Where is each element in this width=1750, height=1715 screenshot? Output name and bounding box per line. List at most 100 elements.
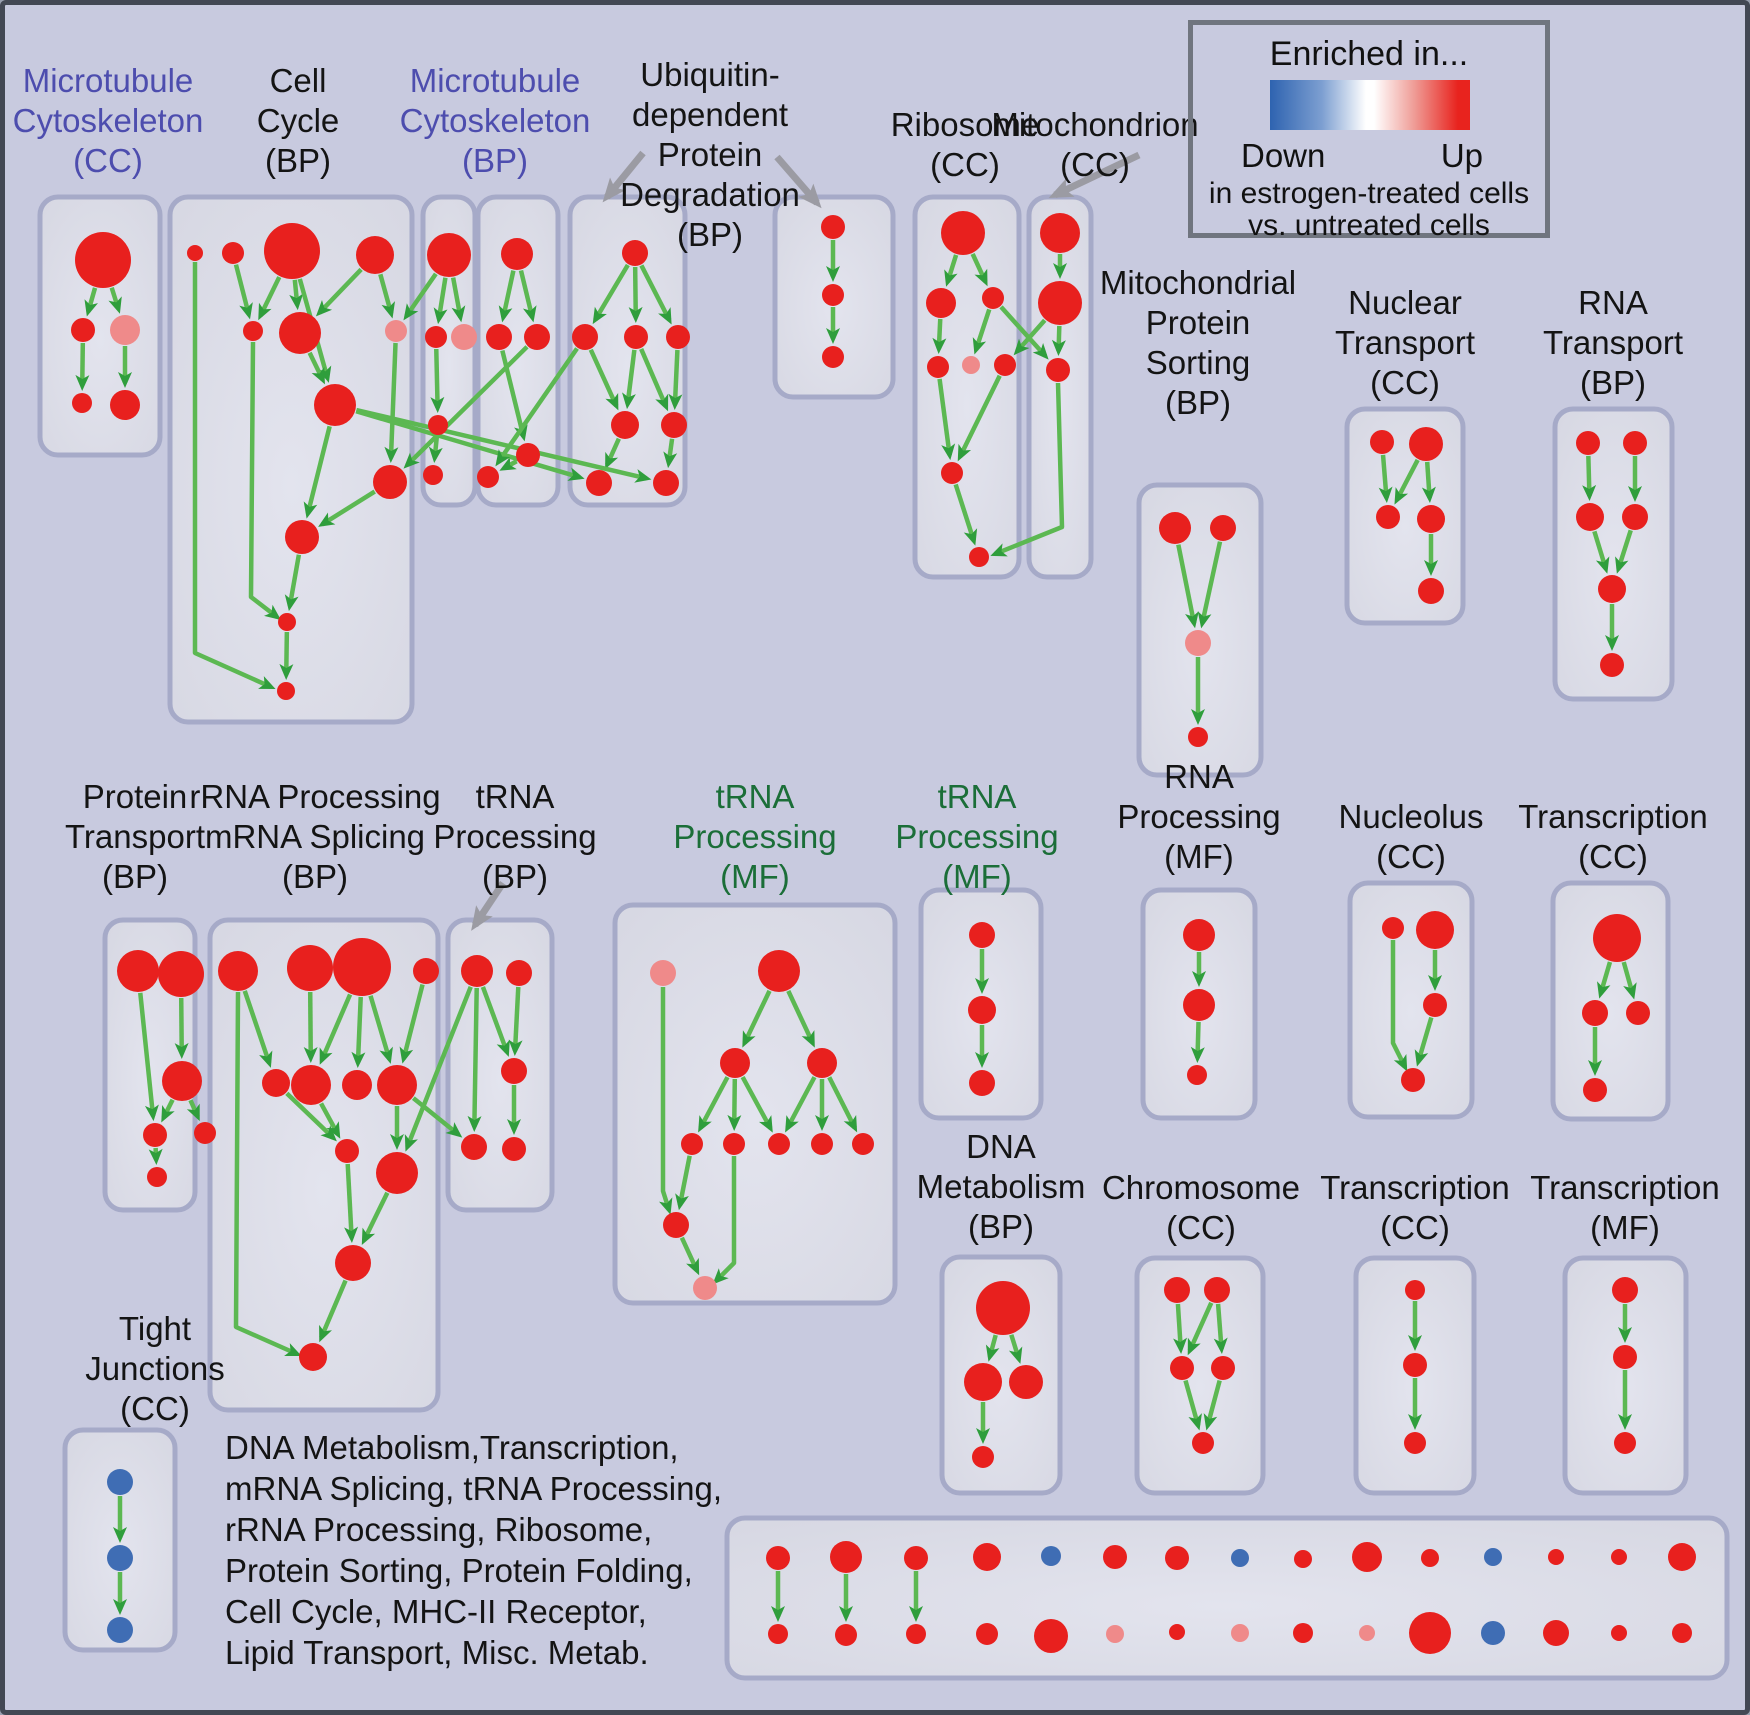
go-term-node <box>1668 1543 1696 1571</box>
go-term-node <box>807 1048 837 1078</box>
edge <box>1582 455 1597 502</box>
cluster-box-mito-sorting <box>1136 482 1264 778</box>
edge <box>679 1236 700 1276</box>
go-term-node <box>1613 1345 1637 1369</box>
edge <box>1187 1301 1214 1356</box>
edge <box>628 266 643 324</box>
edge <box>480 986 510 1057</box>
go-term-node <box>299 1343 327 1371</box>
go-term-node <box>1352 1542 1382 1572</box>
cluster-label-ubiquitin: Ubiquitin- dependent Protein Degradation… <box>620 56 800 253</box>
cluster-label-transcription-mf: Transcription (MF) <box>1530 1169 1720 1246</box>
go-term-node <box>941 211 985 255</box>
go-term-node <box>501 1058 527 1084</box>
edge <box>999 305 1049 360</box>
edge <box>430 348 445 414</box>
go-term-node <box>1211 1356 1235 1380</box>
go-term-node <box>1165 1546 1189 1570</box>
cluster-box-microtubule-bp-2 <box>475 194 561 508</box>
cluster-box-ubiquitin <box>567 194 688 508</box>
edge <box>174 997 189 1060</box>
go-term-node <box>1612 1277 1638 1303</box>
go-term-node <box>1626 1001 1650 1025</box>
go-term-node <box>107 1469 133 1495</box>
go-term-node <box>1192 1432 1214 1454</box>
go-term-node <box>976 1623 998 1645</box>
pointer-to-ubiquitin-box-left-icon <box>602 150 646 203</box>
go-term-node <box>822 284 844 306</box>
edge <box>944 254 959 287</box>
go-term-node <box>1294 1550 1312 1568</box>
go-term-node <box>291 1065 331 1105</box>
edge <box>605 437 621 470</box>
edge <box>1597 961 1613 999</box>
go-term-node <box>1046 358 1070 382</box>
go-term-node <box>425 326 447 348</box>
edge <box>588 348 619 411</box>
go-term-node <box>1418 578 1444 604</box>
edge <box>233 264 253 320</box>
cluster-label-protein-transport: Protein Transport (BP) <box>65 778 205 895</box>
go-term-node <box>194 1122 216 1144</box>
cluster-label-transcription-cc-1: Transcription (CC) <box>1518 798 1708 875</box>
go-term-node <box>110 390 140 420</box>
go-term-node <box>653 470 679 496</box>
go-term-node <box>501 238 533 270</box>
go-term-node <box>377 1065 417 1105</box>
cluster-label-trna-bp: tRNA Processing (BP) <box>433 778 597 895</box>
edge <box>108 286 122 314</box>
cluster-label-nucleolus: Nucleolus (CC) <box>1338 798 1484 875</box>
go-term-node <box>423 465 443 485</box>
go-term-node <box>524 324 550 350</box>
go-term-node <box>973 1543 1001 1571</box>
edge <box>315 267 363 317</box>
go-term-node <box>852 1133 874 1155</box>
go-term-node <box>1293 1623 1313 1643</box>
go-term-node <box>1185 630 1211 656</box>
edge <box>384 342 399 464</box>
go-term-node <box>1404 1432 1426 1454</box>
go-term-node <box>811 1133 833 1155</box>
pointer-to-ubiquitin-box-right-icon <box>774 154 822 209</box>
edge <box>1421 461 1436 504</box>
go-term-node <box>906 1624 926 1644</box>
go-term-node <box>904 1546 928 1570</box>
go-term-node <box>278 613 296 631</box>
go-term-node <box>264 223 320 279</box>
go-term-node <box>1231 1549 1249 1567</box>
edge <box>639 264 672 325</box>
edge <box>84 287 98 317</box>
go-term-node <box>461 955 493 987</box>
go-term-node <box>1159 512 1191 544</box>
go-term-node <box>243 321 263 341</box>
edge <box>1197 541 1223 629</box>
go-term-node <box>1423 993 1447 1017</box>
go-term-node <box>413 958 439 984</box>
cluster-box-rna-transport <box>1552 406 1675 702</box>
go-term-node <box>666 325 690 349</box>
legend-title: Enriched in... <box>1269 35 1469 73</box>
go-term-node <box>1416 911 1454 949</box>
go-term-node <box>502 1137 526 1161</box>
go-term-node <box>1370 430 1394 454</box>
go-term-node <box>451 324 477 350</box>
go-term-node <box>1543 1620 1569 1646</box>
go-term-node <box>1231 1624 1249 1642</box>
cluster-label-mito-sorting: Mitochondrial Protein Sorting (BP) <box>1099 264 1297 421</box>
edge <box>937 378 956 461</box>
go-term-node <box>1623 431 1647 455</box>
edge <box>785 1076 817 1133</box>
cluster-box-chromosome <box>1134 1255 1266 1496</box>
edge <box>1051 325 1066 357</box>
go-term-node <box>1041 1546 1061 1566</box>
go-term-node <box>1611 1549 1627 1565</box>
go-term-node <box>1188 727 1208 747</box>
go-term-node <box>75 232 131 288</box>
edge <box>319 993 353 1065</box>
edge <box>279 631 294 681</box>
cluster-label-microtubule-cc: Microtubule Cytoskeleton (CC) <box>12 62 204 179</box>
edge <box>592 263 630 325</box>
edge <box>663 438 678 469</box>
legend-subtitle-line1: in estrogen-treated cells <box>1208 177 1530 210</box>
edge <box>675 1155 692 1211</box>
